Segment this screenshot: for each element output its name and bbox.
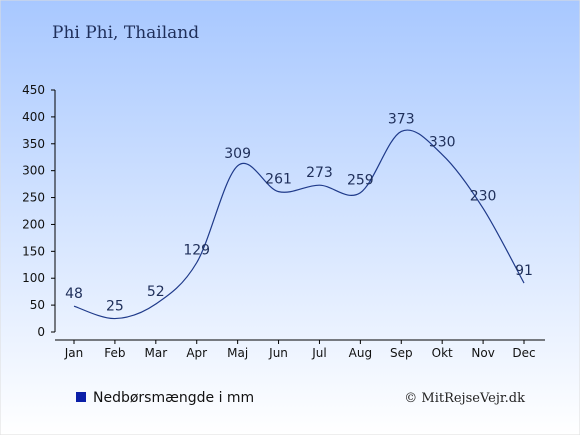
y-tick-label: 50 [30, 298, 45, 312]
data-labels: 48 25 52 129 309 261 273 259 373 330 230 91 [65, 111, 533, 314]
data-label: 91 [515, 263, 533, 279]
y-tick-label: 450 [22, 83, 45, 97]
x-tick-label: Aug [349, 346, 372, 360]
y-axis: 0 50 100 150 200 250 300 350 400 450 [22, 83, 56, 339]
x-tick-label: Sep [390, 346, 413, 360]
data-label: 259 [347, 173, 374, 189]
x-tick-label: Feb [104, 346, 125, 360]
precipitation-series-line [73, 129, 525, 320]
y-tick-label: 400 [22, 110, 45, 124]
data-label: 52 [147, 284, 165, 300]
chart-title: Phi Phi, Thailand [52, 23, 199, 43]
y-tick-label: 150 [22, 244, 45, 258]
x-tick-label: Nov [471, 346, 494, 360]
data-label: 373 [388, 111, 415, 127]
data-label: 230 [470, 188, 497, 204]
copyright-text: © MitRejseVejr.dk [404, 391, 525, 406]
data-label: 261 [265, 172, 292, 188]
y-tick-label: 0 [37, 325, 45, 339]
x-tick-label: Dec [512, 346, 535, 360]
y-tick-label: 250 [22, 191, 45, 205]
x-tick-label: Mar [144, 346, 167, 360]
legend-label: Nedbørsmængde i mm [93, 390, 254, 406]
x-tick-label: Okt [432, 346, 453, 360]
y-tick-label: 300 [22, 164, 45, 178]
y-tick-label: 350 [22, 137, 45, 151]
x-axis: Jan Feb Mar Apr Maj Jun Jul Aug Sep Okt Nov Dec [55, 339, 545, 360]
legend: Nedbørsmængde i mm [76, 390, 254, 406]
legend-swatch [76, 392, 86, 402]
data-label: 48 [65, 286, 83, 302]
series-layer [73, 129, 525, 320]
y-tick-label: 100 [22, 271, 45, 285]
x-tick-label: Jan [64, 346, 84, 360]
data-label: 309 [224, 146, 251, 162]
x-tick-label: Maj [227, 346, 248, 360]
x-tick-label: Jun [268, 346, 288, 360]
data-label: 129 [183, 243, 210, 259]
x-tick-label: Apr [186, 346, 207, 360]
x-tick-label: Jul [311, 346, 326, 360]
data-label: 273 [306, 165, 333, 181]
data-label: 330 [429, 135, 456, 151]
data-label: 25 [106, 299, 124, 315]
y-tick-label: 200 [22, 217, 45, 231]
